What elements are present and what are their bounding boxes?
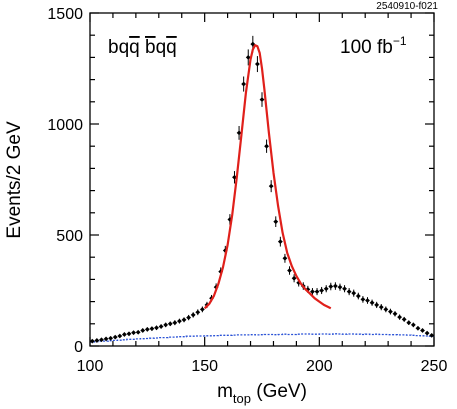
data-point xyxy=(319,288,325,293)
channel-part-1: bq xyxy=(108,37,129,58)
data-point xyxy=(108,335,114,341)
data-point xyxy=(346,289,352,295)
data-point xyxy=(268,183,274,189)
data-point xyxy=(332,283,338,289)
data-point xyxy=(397,314,402,320)
data-point xyxy=(149,326,155,332)
y-tick-label: 1500 xyxy=(47,6,83,23)
data-point xyxy=(255,61,260,67)
data-point xyxy=(140,328,146,333)
channel-qbar-1: q xyxy=(129,37,140,58)
data-point xyxy=(103,336,109,342)
axis-ticks: 100 150 200 250 0 500 1000 1500 xyxy=(47,6,447,375)
data-point xyxy=(273,219,279,225)
data-point xyxy=(291,275,297,281)
data-point xyxy=(241,81,247,87)
plot-frame xyxy=(89,12,435,347)
data-point xyxy=(310,289,315,295)
data-point xyxy=(277,239,283,245)
data-point xyxy=(388,309,393,314)
x-axis-title: mtop (GeV) xyxy=(217,381,307,406)
x-axis-title-sub: top xyxy=(233,391,251,406)
y-tick-label: 0 xyxy=(74,339,83,356)
data-point xyxy=(337,284,343,290)
data-point xyxy=(94,338,100,343)
data-point xyxy=(163,322,169,328)
data-point xyxy=(287,268,292,273)
data-point xyxy=(99,337,104,343)
fit-curve xyxy=(203,44,332,310)
y-tick-label: 1000 xyxy=(47,117,83,134)
data-point xyxy=(158,324,164,329)
data-point xyxy=(227,217,233,222)
data-point xyxy=(181,317,187,323)
y-tick-label: 500 xyxy=(56,228,83,245)
channel-part-2: q xyxy=(156,37,167,58)
data-point xyxy=(420,328,425,333)
x-axis-title-main: m xyxy=(217,381,233,402)
data-point xyxy=(89,338,95,344)
luminosity-annotation: 100 fb−1 xyxy=(340,34,407,58)
data-point xyxy=(282,255,288,261)
data-point xyxy=(167,321,173,327)
data-point xyxy=(250,41,256,47)
data-point xyxy=(195,309,201,315)
figure-id: 2540910-f021 xyxy=(376,1,438,12)
channel-bbar: b xyxy=(145,37,156,58)
x-tick-label: 200 xyxy=(306,358,333,375)
y-axis-title: Events/2 GeV xyxy=(4,121,25,239)
data-point xyxy=(323,286,329,292)
data-point xyxy=(410,322,416,328)
data-point xyxy=(406,320,412,326)
data-point xyxy=(245,55,251,60)
data-point xyxy=(232,174,237,180)
data-point xyxy=(144,326,150,332)
data-point xyxy=(383,306,389,312)
data-point xyxy=(259,97,265,102)
data-point xyxy=(122,332,127,337)
data-point xyxy=(236,130,242,136)
x-tick-label: 100 xyxy=(77,358,104,375)
data-point xyxy=(177,318,182,324)
data-point xyxy=(117,333,123,339)
channel-qbar-2: q xyxy=(166,37,177,58)
data-point xyxy=(264,143,269,149)
x-axis-title-unit: (GeV) xyxy=(251,381,307,402)
luminosity-value: 100 fb xyxy=(340,37,393,58)
x-tick-label: 150 xyxy=(191,358,218,375)
data-point xyxy=(424,330,430,336)
data-point xyxy=(135,329,141,335)
data-point xyxy=(314,289,320,295)
data-point xyxy=(112,334,118,340)
data-point xyxy=(154,325,159,331)
data-point xyxy=(186,315,192,320)
background-histogram xyxy=(90,333,434,343)
data-point xyxy=(355,293,361,299)
data-point xyxy=(131,330,136,336)
channel-annotation: bqq bqq xyxy=(108,37,177,58)
data-point xyxy=(378,304,384,310)
luminosity-exponent: −1 xyxy=(393,34,407,48)
data-point xyxy=(429,332,435,338)
data-point xyxy=(392,311,398,317)
data-point xyxy=(342,286,347,292)
data-point xyxy=(351,290,357,296)
data-point xyxy=(328,284,334,289)
data-point xyxy=(360,296,366,302)
data-point xyxy=(401,316,407,322)
data-point xyxy=(365,298,370,303)
data-point xyxy=(126,331,132,337)
data-point xyxy=(415,325,421,331)
x-tick-label: 250 xyxy=(421,358,448,375)
data-point xyxy=(199,306,205,312)
data-point xyxy=(369,300,375,306)
data-point xyxy=(190,312,196,318)
plot-area xyxy=(89,35,435,344)
data-point xyxy=(374,302,380,308)
data-point xyxy=(172,320,178,326)
